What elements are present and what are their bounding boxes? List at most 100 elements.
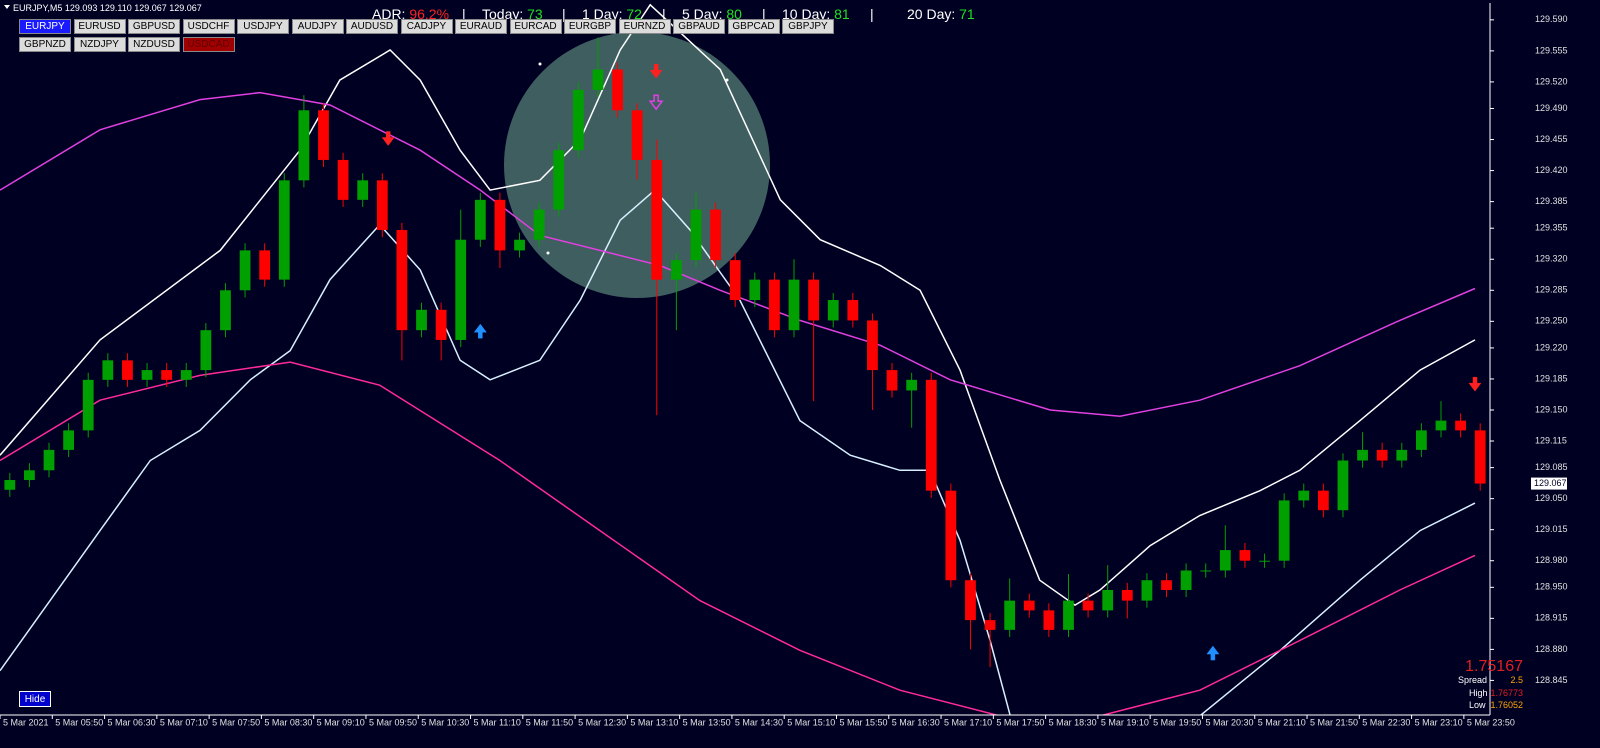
x-tick-label: 5 Mar 22:30	[1362, 717, 1410, 727]
y-tick-label: 128.915	[1535, 613, 1568, 623]
y-tick-label: 128.950	[1535, 582, 1568, 592]
candle-body	[318, 110, 329, 160]
symbol-button[interactable]: USDJPY	[237, 19, 289, 34]
x-tick-label: 5 Mar 11:10	[474, 717, 521, 727]
candle-body	[1317, 490, 1329, 511]
x-tick-label: 5 Mar 17:10	[944, 717, 992, 727]
candle-body	[239, 250, 251, 291]
separator: |	[662, 6, 666, 22]
symbol-button[interactable]: CADJPY	[400, 19, 453, 34]
symbol-button[interactable]: EURJPY	[19, 19, 71, 34]
symbol-button[interactable]: AUDJPY	[291, 19, 344, 34]
candle-body	[161, 370, 173, 380]
signal-arrow	[381, 131, 395, 146]
y-tick-label: 128.845	[1535, 675, 1568, 685]
candle-body	[729, 260, 741, 301]
candle-body	[1455, 420, 1466, 431]
candle-body	[278, 180, 290, 280]
stat-value: 80	[726, 6, 742, 22]
x-tick-label: 5 Mar 11:50	[526, 717, 573, 727]
separator: |	[462, 6, 466, 22]
y-tick-label: 129.250	[1535, 316, 1568, 326]
candle-body	[259, 250, 271, 280]
symbol-button[interactable]: USDCAD	[182, 37, 235, 52]
stat-label: ADR:	[372, 6, 406, 22]
info-label: High	[1469, 688, 1488, 698]
menu-icon[interactable]	[4, 5, 10, 9]
separator: |	[562, 6, 566, 22]
hide-button[interactable]: Hide	[19, 691, 51, 707]
x-tick-label: 5 Mar 13:10	[630, 717, 678, 727]
candle-body	[1121, 589, 1133, 601]
symbol-button[interactable]: GBPAUD	[673, 19, 725, 34]
symbol-button[interactable]: EURGBP	[564, 19, 616, 34]
symbol-button[interactable]: NZDUSD	[128, 37, 180, 52]
price: 1.75167	[1465, 658, 1523, 675]
symbol-button[interactable]: AUDUSD	[346, 19, 398, 34]
x-tick-label: 5 Mar 10:30	[421, 717, 469, 727]
anchor-dot	[546, 251, 550, 255]
stat-value: 73	[527, 6, 543, 22]
candle-body	[1200, 570, 1212, 572]
x-tick-label: 5 Mar 06:30	[108, 717, 156, 727]
candle-body	[847, 300, 859, 321]
symbol-button[interactable]: NZDJPY	[73, 37, 126, 52]
y-tick-label: 129.590	[1535, 14, 1568, 24]
candle-body	[63, 430, 75, 450]
candle-body	[474, 199, 486, 240]
symbol-button[interactable]: EURAUD	[455, 19, 507, 34]
candle-body	[4, 480, 16, 490]
stat-value: 96.2%	[409, 6, 450, 22]
plot-area	[0, 3, 1486, 715]
info-value: 1.76052	[1490, 700, 1523, 710]
y-tick-label: 129.355	[1535, 223, 1568, 233]
indicator-line	[0, 91, 1476, 417]
x-tick-label: 5 Mar 19:50	[1153, 717, 1201, 727]
candle-body	[553, 150, 565, 210]
y-tick-label: 129.220	[1535, 342, 1568, 352]
candle-body	[180, 370, 192, 380]
x-tick-label: 5 Mar 19:10	[1101, 717, 1149, 727]
candle-body	[965, 580, 976, 621]
symbol-button[interactable]: GBPNZD	[19, 37, 71, 52]
candle-body	[769, 279, 780, 331]
x-tick-label: 5 Mar 08:30	[264, 717, 312, 727]
candle-body	[1043, 610, 1055, 630]
symbol-button[interactable]: GBPUSD	[128, 19, 180, 34]
symbol-button[interactable]: USDCHF	[182, 19, 235, 34]
symbol-button[interactable]: EURCAD	[509, 19, 562, 34]
y-tick-label: 129.555	[1535, 45, 1568, 55]
stat-label: 1 Day:	[582, 6, 623, 22]
signal-arrow	[1206, 645, 1220, 661]
info-label: Low	[1469, 700, 1486, 710]
info-value: 1.76773	[1490, 688, 1523, 698]
info-label: Spread	[1458, 675, 1488, 685]
candle-body	[1219, 550, 1231, 571]
x-tick-label: 5 Mar 16:30	[892, 717, 940, 727]
indicator-line	[0, 361, 1476, 715]
candle-body	[906, 379, 918, 391]
candle-body	[141, 370, 153, 380]
candle-body	[82, 379, 94, 431]
symbol-button[interactable]: EURNZD	[618, 19, 671, 34]
separator: |	[870, 6, 874, 22]
candle-body	[631, 110, 643, 160]
candle-body	[1141, 580, 1153, 601]
x-tick-label: 5 Mar 21:10	[1258, 717, 1306, 727]
last-price-label: 129.067	[1534, 478, 1567, 488]
candle-body	[1004, 600, 1016, 630]
symbol-button[interactable]: GBPJPY	[782, 19, 834, 34]
candle-body	[1337, 460, 1349, 511]
candle-body	[651, 159, 663, 280]
x-tick-label: 5 Mar 14:30	[735, 717, 783, 727]
stat: ADR: 96.2%	[372, 5, 449, 23]
symbol-button[interactable]: GBPCAD	[727, 19, 780, 34]
candle-body	[1063, 600, 1074, 630]
stat-label: 5 Day:	[682, 6, 723, 22]
y-tick-label: 129.520	[1535, 76, 1568, 86]
signal-arrow	[648, 94, 664, 111]
candle-body	[1298, 490, 1310, 501]
y-tick-label: 129.455	[1535, 134, 1568, 144]
symbol-button[interactable]: EURUSD	[73, 19, 126, 34]
